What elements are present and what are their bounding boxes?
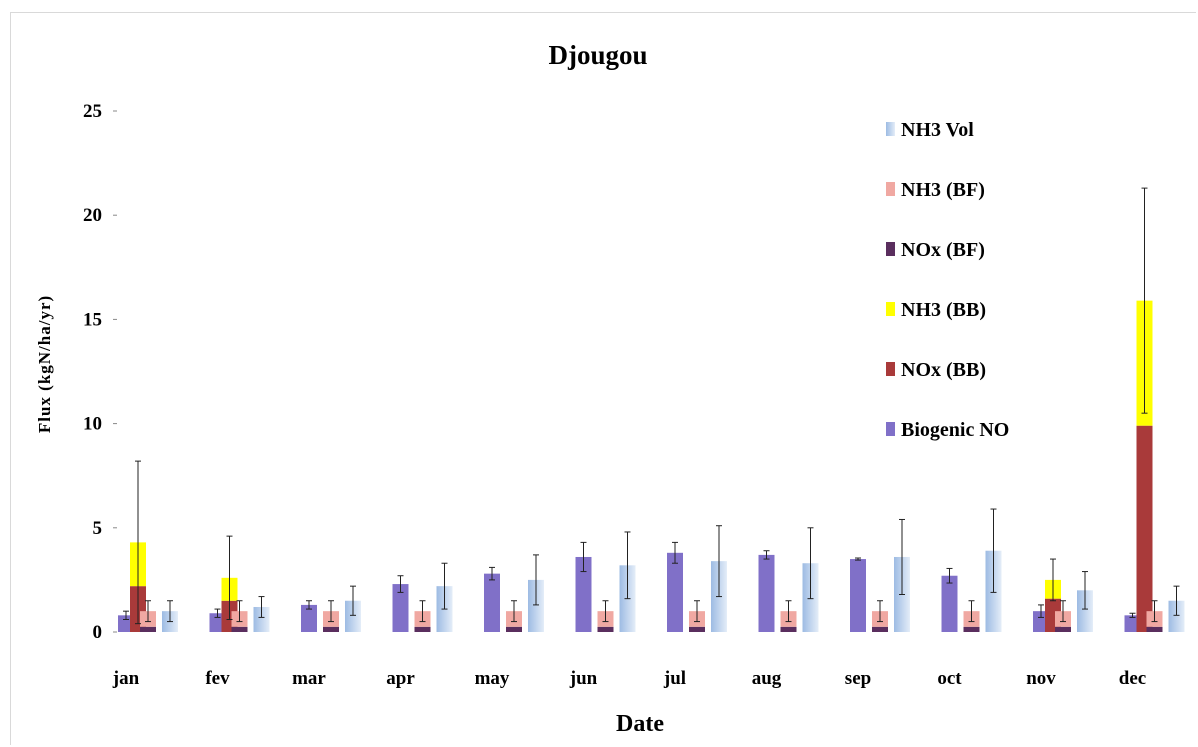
bar-nh3-vol: [528, 579, 544, 632]
x-tick-label: mar: [292, 668, 326, 689]
y-axis-label: Flux (kgN/ha/yr): [35, 295, 54, 433]
legend-label: NH3 (BF): [901, 179, 985, 201]
error-bars: [123, 187, 1180, 625]
legend-swatch: [886, 182, 895, 196]
bar-nox-bf: [1146, 626, 1163, 632]
x-tick-label: oct: [937, 668, 962, 689]
legend-label: NH3 (BB): [901, 299, 986, 321]
legend-swatch: [886, 122, 895, 136]
bar-biogenic-no: [941, 575, 958, 632]
y-axis: 0 5 10 15 20 25: [83, 101, 117, 643]
x-axis: jan fev mar apr may jun jul aug sep oct nov dec: [112, 668, 1146, 689]
chart-frame: [10, 12, 1196, 745]
legend: NH3 Vol NH3 (BF) NOx (BF) NH3 (BB) NOx (BB) B…: [886, 119, 1009, 441]
bar-biogenic-no: [850, 559, 866, 632]
x-axis-label: Date: [616, 711, 664, 737]
chart-title: Djougou: [548, 40, 647, 70]
bar-nh3-vol: [1077, 590, 1093, 632]
bar-nox-bb: [1136, 425, 1153, 632]
y-tick-label: 25: [83, 101, 102, 122]
legend-label: NH3 Vol: [901, 119, 974, 141]
bar-nox-bf: [140, 626, 156, 632]
bar-biogenic-no: [667, 552, 683, 632]
bar-biogenic-no: [758, 554, 775, 632]
bar-nh3-vol: [1168, 600, 1185, 632]
bars: [118, 300, 1185, 632]
bar-nox-bf: [506, 626, 522, 632]
bar-biogenic-no: [575, 556, 592, 632]
y-tick-label: 0: [93, 622, 103, 643]
bar-nh3-vol: [345, 600, 361, 632]
x-tick-label: jul: [663, 668, 686, 689]
x-tick-label: nov: [1026, 668, 1056, 689]
bar-nox-bf: [231, 626, 248, 632]
x-tick-label: jan: [112, 668, 140, 689]
legend-swatch: [886, 362, 895, 376]
x-tick-label: aug: [752, 668, 782, 689]
bar-nox-bf: [597, 626, 614, 632]
y-tick-label: 5: [93, 518, 103, 539]
bar-biogenic-no: [392, 584, 409, 632]
y-tick-label: 10: [83, 414, 102, 435]
y-tick-label: 15: [83, 309, 102, 330]
x-tick-label: dec: [1119, 668, 1146, 689]
bar-nox-bf: [1055, 626, 1071, 632]
bar-nox-bf: [780, 626, 797, 632]
bar-nox-bf: [872, 626, 888, 632]
x-tick-label: may: [475, 668, 510, 689]
legend-swatch: [886, 302, 895, 316]
legend-swatch: [886, 422, 895, 436]
x-tick-label: fev: [205, 668, 230, 689]
y-tick-label: 20: [83, 205, 102, 226]
legend-swatch: [886, 242, 895, 256]
bar-biogenic-no: [484, 573, 500, 632]
legend-label: NOx (BF): [901, 239, 985, 261]
bar-biogenic-no: [301, 604, 317, 632]
bar-nox-bf: [323, 626, 339, 632]
bar-nox-bf: [689, 626, 705, 632]
legend-label: NOx (BB): [901, 359, 986, 381]
bar-nh3-vol: [253, 606, 270, 632]
bar-nox-bf: [963, 626, 980, 632]
x-tick-label: sep: [845, 668, 871, 689]
legend-label: Biogenic NO: [901, 419, 1009, 441]
bar-nox-bf: [414, 626, 431, 632]
x-tick-label: jun: [569, 668, 598, 689]
x-tick-label: apr: [386, 668, 415, 689]
